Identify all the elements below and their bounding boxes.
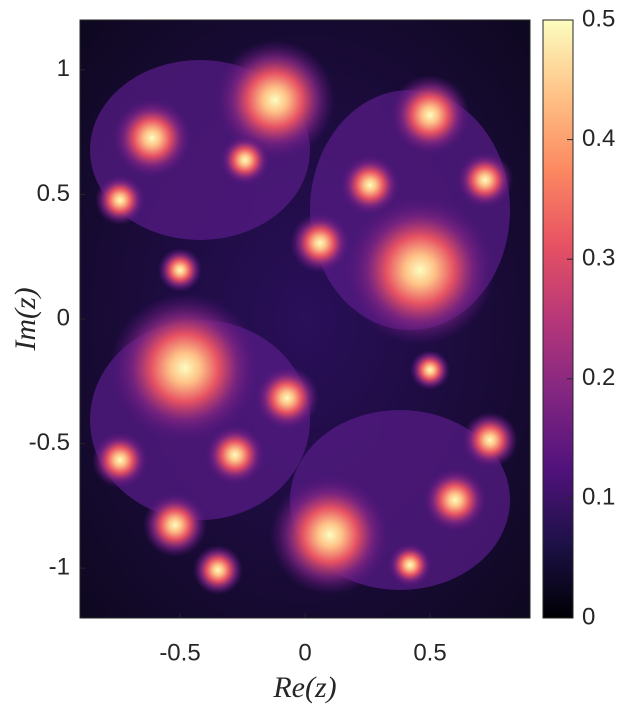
colorbar-tick-label: 0.4: [582, 125, 615, 152]
y-tick-label: 0: [57, 304, 70, 331]
y-axis-label: Im(z): [9, 287, 42, 351]
colorbar-tick-label: 0.5: [582, 5, 615, 32]
y-tick-label: -0.5: [29, 429, 70, 456]
x-axis-label: Re(z): [272, 671, 336, 704]
y-tick-label: 0.5: [37, 180, 70, 207]
colorbar-tick-label: 0.2: [582, 364, 615, 391]
colorbar-tick-label: 0: [582, 603, 595, 630]
colorbar-tick-label: 0.1: [582, 484, 615, 511]
colorbar-tick-label: 0.3: [582, 245, 615, 272]
x-tick-label: 0.5: [413, 639, 446, 666]
y-tick-label: 1: [57, 55, 70, 82]
y-tick-label: -1: [49, 554, 70, 581]
x-tick-label: 0: [298, 639, 311, 666]
colorbar: [542, 19, 574, 619]
x-tick-label: -0.5: [159, 639, 200, 666]
fractal-image: [80, 20, 530, 618]
